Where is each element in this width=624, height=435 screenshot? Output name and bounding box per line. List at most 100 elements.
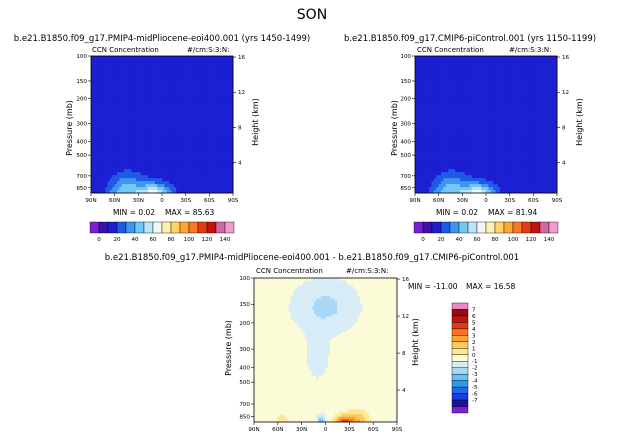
contour-cell xyxy=(523,106,527,111)
contour-cell xyxy=(197,184,201,188)
contour-cell xyxy=(126,157,130,161)
contour-cell xyxy=(159,166,163,170)
contour-cell xyxy=(93,67,97,72)
contour-cell xyxy=(433,118,437,122)
contour-cell xyxy=(216,124,220,128)
contour-cell xyxy=(424,184,428,188)
contour-cell xyxy=(109,163,113,167)
colorbar-box xyxy=(98,221,109,234)
contour-cell xyxy=(497,73,501,78)
contour-cell xyxy=(457,85,461,90)
contour-cell xyxy=(164,88,168,93)
contour-cell xyxy=(415,85,418,90)
contour-cell xyxy=(223,64,227,69)
contour-cell xyxy=(455,154,458,158)
contour-cell xyxy=(419,97,423,102)
contour-cell xyxy=(171,133,175,137)
contour-cell xyxy=(497,64,501,69)
contour-cell xyxy=(221,187,224,191)
contour-cell xyxy=(100,145,104,149)
contour-cell xyxy=(497,112,501,116)
contour-cell xyxy=(415,154,418,158)
contour-cell xyxy=(171,151,175,155)
contour-cell xyxy=(195,133,198,137)
contour-cell xyxy=(490,103,494,108)
contour-cell xyxy=(218,100,222,105)
contour-cell xyxy=(519,178,522,182)
contour-cell xyxy=(519,190,522,194)
contour-cell xyxy=(180,160,184,164)
contour-cell xyxy=(117,127,120,131)
contour-cell xyxy=(225,112,229,116)
contour-cell xyxy=(443,58,447,63)
contour-cell xyxy=(126,187,130,191)
contour-cell xyxy=(512,76,515,81)
contour-cell xyxy=(450,142,454,146)
contour-cell xyxy=(105,190,108,194)
contour-cell xyxy=(121,133,125,137)
contour-cell xyxy=(483,91,487,96)
contour-cell xyxy=(91,130,94,134)
contour-cell xyxy=(188,187,191,191)
contour-cell xyxy=(199,106,203,111)
contour-cell xyxy=(166,145,170,149)
contour-cell xyxy=(202,133,205,137)
contour-cell xyxy=(471,127,475,131)
contour-cell xyxy=(216,94,220,99)
contour-cell xyxy=(500,91,503,96)
contour-cell xyxy=(512,163,515,167)
contour-cell xyxy=(176,79,179,84)
contour-cell xyxy=(195,91,198,96)
contour-cell xyxy=(93,169,97,173)
contour-cell xyxy=(467,85,470,90)
contour-cell xyxy=(102,178,106,182)
contour-cell xyxy=(107,172,111,176)
contour-cell xyxy=(162,160,165,164)
contour-cell xyxy=(443,190,447,194)
contour-cell xyxy=(157,109,161,113)
contour-cell xyxy=(202,112,205,116)
contour-cell xyxy=(218,91,222,96)
contour-cell xyxy=(145,157,149,161)
contour-cell xyxy=(218,142,222,146)
contour-cell xyxy=(180,85,184,90)
contour-cell xyxy=(476,64,480,69)
contour-cell xyxy=(105,106,108,111)
contour-cell xyxy=(192,73,196,78)
contour-cell xyxy=(495,58,499,63)
contour-cell xyxy=(150,181,153,185)
contour-cell xyxy=(121,127,125,131)
contour-cell xyxy=(185,88,189,93)
contour-cell xyxy=(443,154,447,158)
contour-cell xyxy=(448,148,451,152)
contour-cell xyxy=(93,139,97,143)
contour-cell xyxy=(474,115,477,119)
contour-cell xyxy=(445,127,449,131)
contour-cell xyxy=(422,67,425,72)
contour-cell xyxy=(169,109,172,113)
contour-cell xyxy=(214,103,217,108)
contour-cell xyxy=(452,73,456,78)
contour-cell xyxy=(431,121,435,125)
contour-cell xyxy=(478,139,482,143)
contour-cell xyxy=(114,82,118,87)
contour-cell xyxy=(443,76,447,81)
contour-cell xyxy=(209,82,213,87)
contour-cell xyxy=(469,70,473,75)
contour-cell xyxy=(459,67,463,72)
contour-cell xyxy=(426,160,430,164)
contour-cell xyxy=(100,163,104,167)
contour-cell xyxy=(464,73,468,78)
contour-cell xyxy=(102,88,106,93)
contour-cell xyxy=(228,70,232,75)
contour-cell xyxy=(441,100,444,105)
contour-cell xyxy=(504,187,508,191)
contour-cell xyxy=(109,112,113,116)
contour-cell xyxy=(109,82,113,87)
contour-cell xyxy=(216,133,220,137)
contour-cell xyxy=(483,187,487,191)
contour-cell xyxy=(452,148,456,152)
contour-cell xyxy=(457,103,461,108)
contour-cell xyxy=(514,106,518,111)
contour-cell xyxy=(422,88,425,93)
